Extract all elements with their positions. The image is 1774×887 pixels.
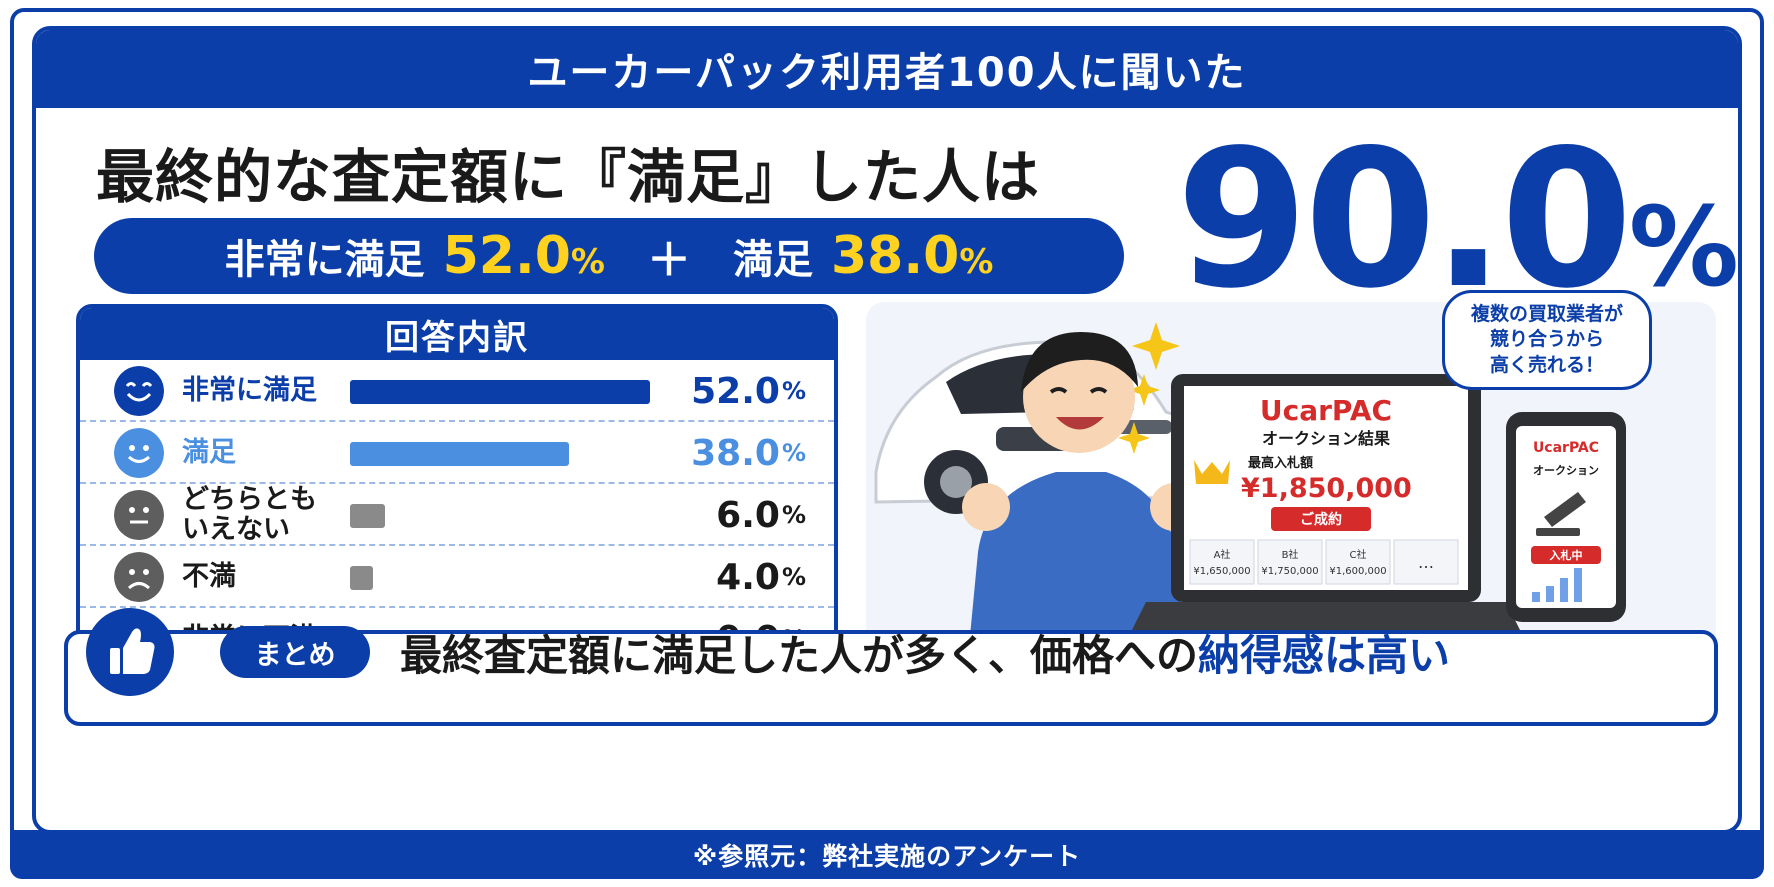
summary-value-very-satisfied: 52.0%	[443, 226, 605, 286]
summary-value-a-unit: %	[570, 242, 605, 282]
chart-value-unit: %	[781, 501, 806, 529]
phone-brand: UcarPAC	[1533, 440, 1599, 456]
summary-tag: まとめ	[220, 626, 370, 678]
chart-title: 回答内訳	[80, 308, 834, 360]
more-bidders: …	[1418, 553, 1434, 572]
summary-text-highlight: 納得感は高い	[1198, 630, 1451, 680]
total-unit: %	[1628, 183, 1740, 311]
chart-row: 不満 4.0%	[80, 546, 834, 608]
chart-bar	[350, 442, 570, 466]
bidder-c-name: C社	[1350, 548, 1367, 561]
status-badge	[1271, 507, 1371, 531]
plus-sign: ＋	[647, 235, 691, 286]
source-footer: ※参照元：弊社実施のアンケート	[10, 830, 1764, 879]
smartphone-icon	[1506, 412, 1626, 622]
top-bid-amount: ¥1,850,000	[1241, 473, 1412, 504]
laptop-brand: UcarPAC	[1260, 394, 1392, 427]
summary-text: 最終査定額に満足した人が多く、価格への 納得感は高い	[400, 620, 1450, 684]
chart-value-unit: %	[781, 563, 806, 591]
survey-banner: ユーカーパック利用者100人に聞いた	[36, 30, 1738, 108]
headline: 最終的な査定額に『満足』した人は	[96, 143, 1041, 211]
phone-status: 入札中	[1550, 548, 1583, 562]
phone-subtitle: オークション	[1533, 464, 1599, 477]
chart-value-label: 4.0%	[716, 546, 806, 608]
chart-row: 満足 38.0%	[80, 422, 834, 484]
status-badge-text: ご成約	[1300, 511, 1342, 528]
bidder-b-name: B社	[1282, 548, 1299, 561]
happy-face-icon	[114, 428, 164, 478]
bidder-a-amount: ¥1,650,000	[1193, 566, 1250, 577]
chart-value-number: 4.0	[716, 556, 780, 598]
chart-value-label: 38.0%	[691, 422, 806, 484]
bidder-c-amount: ¥1,600,000	[1329, 566, 1386, 577]
sad-face-icon	[114, 552, 164, 602]
bidder-b-amount: ¥1,750,000	[1261, 566, 1318, 577]
sparkle-icon	[1118, 322, 1180, 454]
total-satisfaction-percent: 90.0%	[1176, 125, 1740, 315]
response-breakdown-chart: 回答内訳 非常に満足 52.0% 満足 38.0% どちらとも いえない 6.0% 不満 4.…	[76, 304, 838, 674]
chart-bar	[350, 504, 385, 528]
chart-value-label: 52.0%	[691, 360, 806, 422]
bidder-a-name: A社	[1214, 548, 1231, 561]
chart-row: どちらとも いえない 6.0%	[80, 484, 834, 546]
crown-icon	[1194, 460, 1230, 484]
chart-value-unit: %	[781, 377, 806, 405]
chart-value-number: 6.0	[716, 494, 780, 536]
total-value: 90.0	[1176, 109, 1633, 330]
infographic-panel: ユーカーパック利用者100人に聞いた 最終的な査定額に『満足』した人は 非常に満…	[32, 26, 1742, 834]
summary-label-satisfied: 満足	[733, 237, 813, 283]
speech-bubble: 複数の買取業者が 競り合うから 高く売れる！	[1442, 290, 1652, 390]
chart-row: 非常に満足 52.0%	[80, 360, 834, 422]
chart-value-number: 38.0	[691, 432, 780, 474]
illustration: UcarPAC オークション結果 最高入札額 ¥1,850,000 ご成約 A社…	[866, 302, 1716, 678]
summary-value-b-unit: %	[959, 242, 994, 282]
chart-value-unit: %	[781, 439, 806, 467]
chart-value-number: 52.0	[691, 370, 780, 412]
auction-illustration: UcarPAC オークション結果 最高入札額 ¥1,850,000 ご成約 A社…	[874, 322, 1626, 678]
neutral-face-icon	[114, 490, 164, 540]
thumbs-up-icon	[86, 608, 174, 696]
chart-category-label: 非常に満足	[182, 375, 317, 407]
chart-value-label: 6.0%	[716, 484, 806, 546]
laptop-subtitle: オークション結果	[1262, 429, 1390, 448]
very-happy-face-icon	[114, 366, 164, 416]
chart-category-label: 不満	[182, 561, 236, 593]
chart-category-label: 満足	[182, 437, 236, 469]
summary-value-satisfied: 38.0%	[831, 226, 993, 286]
chart-category-label: どちらとも いえない	[182, 484, 317, 545]
chart-bar	[350, 566, 374, 590]
summary-pill: 非常に満足 52.0% ＋ 満足 38.0%	[94, 218, 1124, 294]
summary-text-main: 最終査定額に満足した人が多く、価格への	[400, 630, 1199, 680]
chart-bar	[350, 380, 650, 404]
summary-label-very-satisfied: 非常に満足	[224, 237, 425, 283]
summary-value-b-number: 38.0	[831, 226, 960, 286]
top-bid-label: 最高入札額	[1248, 455, 1313, 471]
summary-value-a-number: 52.0	[442, 226, 571, 286]
